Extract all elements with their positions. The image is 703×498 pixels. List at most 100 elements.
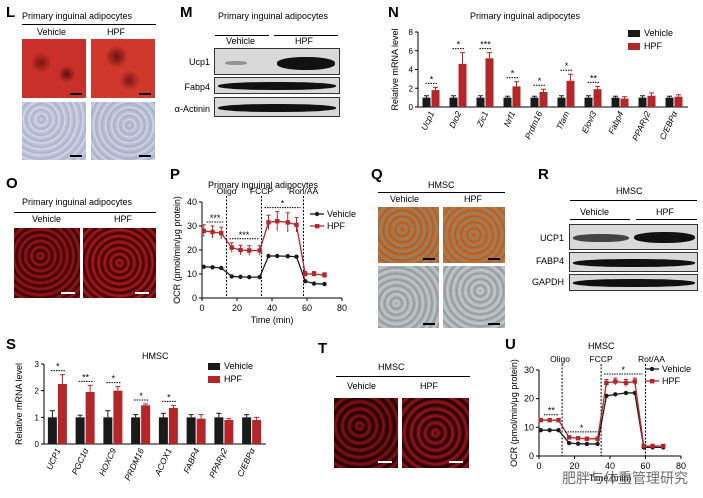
bar-vehicle — [214, 417, 224, 444]
y-tick-label: 8 — [409, 28, 414, 37]
sig-marker: *** — [239, 230, 250, 240]
legend-label-vehicle: Vehicle — [644, 28, 673, 38]
data-point-vehicle — [229, 274, 234, 279]
data-point-hpf — [650, 443, 655, 449]
panel-p-title: Primary inguinal adipocytes — [208, 180, 319, 190]
chart-u: 0 10 20 30 0 20 40 60 80 Time (min) OCR (pmol/min/… — [509, 354, 691, 483]
data-point-vehicle — [604, 393, 609, 398]
panel-l-oilred-vehicle — [22, 39, 86, 98]
y-tick-label: 10 — [187, 269, 197, 279]
legend-swatch-hpf — [315, 224, 320, 229]
injection-label: Oligo — [217, 188, 237, 196]
data-point-hpf — [275, 219, 280, 224]
bar-vehicle — [103, 417, 113, 444]
band — [218, 104, 336, 112]
data-point-vehicle — [566, 440, 572, 446]
bar-vehicle — [557, 97, 566, 107]
x-tick-label: FABP4 — [181, 446, 201, 474]
panel-o-title: Primary inguinal adipocytes — [22, 197, 133, 207]
panel-l-cond-vehicle: Vehicle — [37, 27, 67, 37]
legend-label-hpf: HPF — [224, 374, 243, 384]
panel-label-l: L — [6, 4, 16, 21]
data-point-hpf — [604, 380, 609, 386]
data-point-vehicle — [595, 441, 600, 447]
data-point-hpf — [311, 271, 317, 277]
x-tick-label: 20 — [569, 461, 579, 471]
scale-bar — [139, 155, 151, 157]
x-tick-label: Ucp1 — [419, 109, 437, 131]
panel-q-oilred-hpf — [443, 207, 505, 263]
scale-bar — [139, 93, 151, 95]
band-label-ucp1: UCP1 — [539, 233, 564, 243]
x-tick-label: C/EBPα — [657, 109, 679, 142]
data-point-vehicle — [257, 274, 262, 280]
data-point-hpf — [584, 436, 590, 441]
panel-r-title: HMSC — [616, 186, 643, 196]
panel-l-divider — [22, 24, 156, 25]
x-tick-label: 60 — [302, 303, 312, 313]
data-point-vehicle — [613, 392, 618, 397]
bar-hpf — [539, 92, 548, 107]
scale-bar — [488, 323, 500, 325]
bar-hpf — [113, 390, 123, 444]
sig-marker: * — [167, 392, 171, 402]
panel-o-fluor-vehicle — [14, 228, 80, 298]
y-axis-label: Relative mRNA level — [390, 28, 400, 110]
y-tick-label: 10 — [524, 422, 534, 432]
y-tick-label: 6 — [409, 47, 414, 56]
x-tick-label: Zic1 — [474, 109, 490, 129]
bar-vehicle — [47, 417, 57, 444]
panel-l-title: Primary inguinal adipocytes — [22, 11, 133, 21]
panel-l-cond-hpf: HPF — [107, 27, 125, 37]
band — [573, 259, 695, 267]
x-axis-label: Time (min) — [251, 315, 294, 325]
data-point-hpf — [538, 417, 543, 423]
bar-hpf — [458, 63, 467, 107]
data-point-hpf — [575, 436, 581, 441]
panel-m-divider-hpf — [274, 35, 338, 36]
data-point-hpf — [210, 229, 215, 235]
legend-swatch-vehicle — [314, 211, 320, 217]
panel-m-title: Primary inguinal adipocytes — [218, 11, 329, 21]
panel-r-cond-hpf: HPF — [656, 207, 674, 217]
panel-u-title: HMSC — [588, 341, 615, 351]
x-tick-label: Dio2 — [447, 109, 464, 129]
scale-bar — [449, 461, 463, 463]
chart-p: 0 10 20 30 40 0 20 40 60 80 Time (min) OCR (pmol/mi… — [172, 188, 356, 325]
panel-t-cond-hpf: HPF — [420, 381, 438, 391]
bar-vehicle — [665, 97, 674, 107]
sig-marker: *** — [480, 40, 491, 50]
legend-swatch-hpf — [208, 376, 220, 383]
panel-q-cond-vehicle: Vehicle — [390, 194, 420, 204]
data-point-vehicle — [623, 390, 629, 396]
panel-m-divider-vehicle — [215, 35, 269, 36]
blot-fabp4 — [569, 252, 698, 272]
panel-o-cond-hpf: HPF — [114, 214, 132, 224]
band — [573, 279, 695, 287]
bar-hpf — [141, 405, 151, 444]
data-point-vehicle — [285, 254, 290, 259]
data-point-hpf — [294, 222, 299, 227]
y-tick-label: 4 — [409, 66, 414, 75]
y-tick-label: 0 — [192, 293, 197, 303]
data-point-vehicle — [201, 264, 206, 269]
legend-swatch-vehicle — [208, 363, 220, 370]
sig-marker: * — [56, 362, 60, 372]
band-label-actinin: α-Actinin — [174, 104, 210, 114]
blot-gapdh — [569, 274, 698, 291]
x-tick-label: HOXC9 — [97, 446, 119, 477]
band-label-fabp4: Fabp4 — [184, 82, 210, 92]
blot-fabp4 — [214, 77, 340, 94]
data-point-hpf — [257, 248, 262, 253]
legend-label-hpf: HPF — [662, 376, 681, 386]
data-point-vehicle — [575, 441, 581, 446]
data-point-hpf — [219, 231, 224, 236]
band — [218, 82, 336, 90]
x-tick-label: PRDM16 — [122, 446, 146, 482]
scale-bar — [423, 323, 435, 325]
watermark: 肥胖与体重管理研究 — [562, 470, 688, 486]
sig-marker: * — [281, 199, 285, 209]
series-line-hpf — [540, 380, 664, 447]
legend-label-hpf: HPF — [644, 41, 663, 51]
panel-label-t: T — [318, 340, 328, 357]
